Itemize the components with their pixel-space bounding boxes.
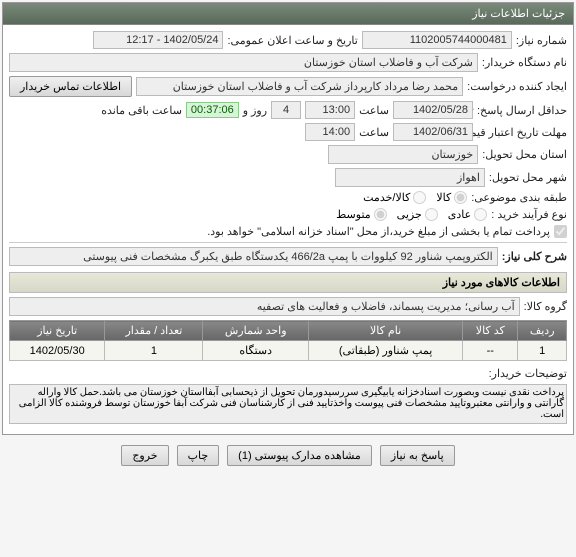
buyer-notes-label: توضیحات خریدار:	[489, 367, 567, 380]
deadline-label: حداقل ارسال پاسخ: تا تاریخ:	[477, 104, 567, 117]
payment-note: پرداخت تمام یا بخشی از مبلغ خرید،از محل …	[207, 225, 550, 238]
panel-body: شماره نیاز: 1102005744000481 تاریخ و ساع…	[3, 25, 573, 434]
buyer-value: شرکت آب و فاضلاب استان خوزستان	[9, 53, 478, 72]
th-1: کد کالا	[463, 321, 518, 341]
td-5: 1402/05/30	[10, 341, 105, 361]
creator-label: ایجاد کننده درخواست:	[467, 80, 567, 93]
radio-jozi-input	[425, 208, 438, 221]
province-value: خوزستان	[328, 145, 478, 164]
remain-label: ساعت باقی مانده	[101, 104, 182, 117]
print-button[interactable]: چاپ	[177, 445, 220, 466]
validity-label: مهلت تاریخ اعتبار قیمت: تا تاریخ:	[477, 126, 567, 139]
announce-value: 1402/05/24 - 12:17	[93, 31, 223, 49]
td-4: 1	[105, 341, 203, 361]
radio-motavaset-label: متوسط	[336, 208, 371, 221]
desc-value: الکتروپمپ شناور 92 کیلووات با پمپ 466/2a…	[9, 247, 498, 266]
radio-jozi[interactable]: جزیی	[397, 208, 438, 221]
saat-label-1: ساعت	[359, 104, 389, 117]
radio-khadamat[interactable]: کالا/خدمت	[363, 191, 426, 204]
validity-time: 14:00	[305, 123, 355, 141]
table-row[interactable]: 1 -- پمپ شناور (طبقاتی) دستگاه 1 1402/05…	[10, 341, 567, 361]
deadline-time: 13:00	[305, 101, 355, 119]
group-label: گروه کالا:	[524, 300, 567, 313]
city-label: شهر محل تحویل:	[489, 171, 567, 184]
respond-button[interactable]: پاسخ به نیاز	[380, 445, 455, 466]
category-radio-group: کالا کالا/خدمت	[363, 191, 467, 204]
radio-kala[interactable]: کالا	[436, 191, 467, 204]
desc-label: شرح کلی نیاز:	[502, 250, 567, 263]
payment-note-checkbox	[554, 225, 567, 238]
buyer-label: نام دستگاه خریدار:	[482, 56, 567, 69]
rooz-label: روز و	[243, 104, 267, 117]
td-3: دستگاه	[203, 341, 308, 361]
radio-kala-label: کالا	[436, 191, 451, 204]
goods-section-header: اطلاعات کالاهای مورد نیاز	[9, 272, 567, 293]
deadline-date: 1402/05/28	[393, 101, 473, 119]
radio-motavaset[interactable]: متوسط	[336, 208, 387, 221]
need-no-value: 1102005744000481	[362, 31, 512, 49]
creator-value: محمد رضا مرداد کارپرداز شرکت آب و فاضلاب…	[136, 77, 463, 96]
th-5: تاریخ نیاز	[10, 321, 105, 341]
radio-adi-input	[474, 208, 487, 221]
province-label: استان محل تحویل:	[482, 148, 567, 161]
announce-label: تاریخ و ساعت اعلان عمومی:	[227, 34, 357, 47]
buytype-radio-group: عادی جزیی متوسط	[336, 208, 487, 221]
city-value: اهواز	[335, 168, 485, 187]
th-0: ردیف	[518, 321, 567, 341]
td-2: پمپ شناور (طبقاتی)	[308, 341, 462, 361]
buytype-label: نوع فرآیند خرید :	[491, 208, 567, 221]
panel-title: جزئیات اطلاعات نیاز	[3, 3, 573, 25]
footer-buttons: پاسخ به نیاز مشاهده مدارک پیوستی (1) چاپ…	[0, 437, 576, 474]
countdown-timer: 00:37:06	[186, 102, 239, 118]
group-value: آب رسانی؛ مدیریت پسماند، فاضلاب و فعالیت…	[9, 297, 520, 316]
buyer-notes-textarea	[9, 384, 567, 424]
radio-khadamat-label: کالا/خدمت	[363, 191, 410, 204]
radio-adi[interactable]: عادی	[448, 208, 487, 221]
exit-button[interactable]: خروج	[121, 445, 168, 466]
saat-label-2: ساعت	[359, 126, 389, 139]
radio-jozi-label: جزیی	[397, 208, 422, 221]
th-3: واحد شمارش	[203, 321, 308, 341]
td-1: --	[463, 341, 518, 361]
td-0: 1	[518, 341, 567, 361]
need-no-label: شماره نیاز:	[516, 34, 567, 47]
contact-buyer-button[interactable]: اطلاعات تماس خریدار	[9, 76, 132, 97]
th-2: نام کالا	[308, 321, 462, 341]
th-4: تعداد / مقدار	[105, 321, 203, 341]
days-value: 4	[271, 101, 301, 119]
radio-kala-input	[454, 191, 467, 204]
radio-motavaset-input	[374, 208, 387, 221]
radio-adi-label: عادی	[448, 208, 471, 221]
validity-date: 1402/06/31	[393, 123, 473, 141]
cat-label: طبقه بندی موضوعی:	[471, 191, 567, 204]
radio-khadamat-input	[413, 191, 426, 204]
goods-table: ردیف کد کالا نام کالا واحد شمارش تعداد /…	[9, 320, 567, 361]
table-header-row: ردیف کد کالا نام کالا واحد شمارش تعداد /…	[10, 321, 567, 341]
need-details-panel: جزئیات اطلاعات نیاز شماره نیاز: 11020057…	[2, 2, 574, 435]
view-attachments-button[interactable]: مشاهده مدارک پیوستی (1)	[227, 445, 372, 466]
